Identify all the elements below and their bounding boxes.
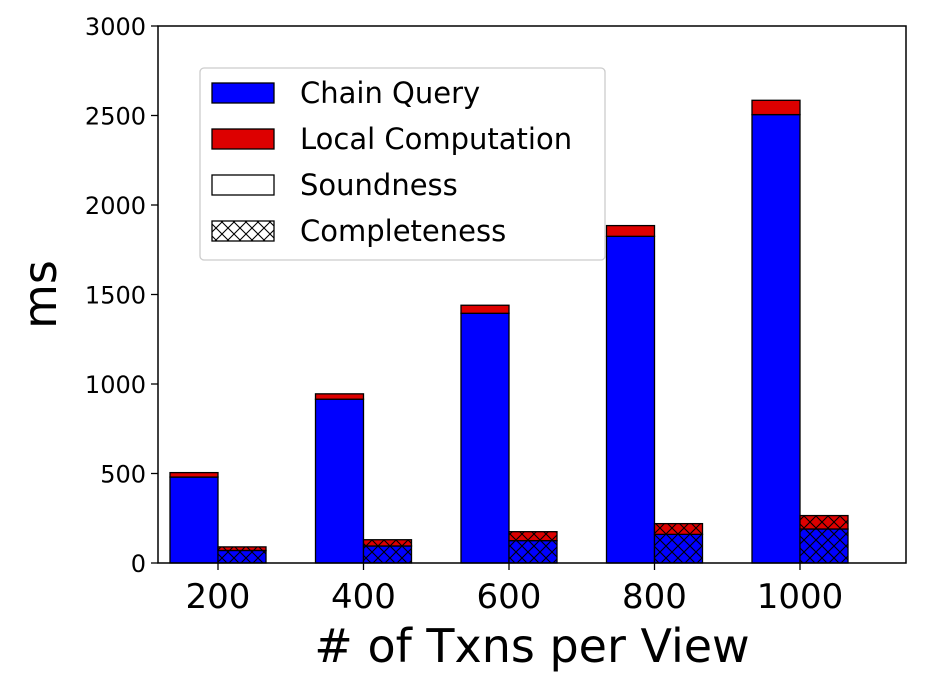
bar-hatch-completeness-600 [509,540,557,563]
legend-label-soundness: Soundness [300,168,458,202]
y-tick-label-500: 500 [100,461,146,489]
bar-soundness-chain-query-800 [605,235,656,564]
x-tick-label-1000: 1000 [757,577,844,617]
y-axis: 0 500 1000 1500 2000 2500 3000 [85,13,158,578]
y-tick-label-0: 0 [131,550,146,578]
bar-soundness-chain-query-1000 [751,113,801,564]
bar-hatch-completeness-1000 [800,528,848,563]
legend-swatch-chain-query [211,82,275,104]
x-tick-label-600: 600 [477,577,542,617]
bar-hatch-completeness-800 [654,534,703,563]
x-tick-label-200: 200 [186,577,251,617]
bar-soundness-local-computation-800 [605,224,656,237]
bar-hatch-completeness-400 [363,545,412,563]
bar-soundness-local-computation-400 [314,393,365,400]
bar-hatch-completeness-800 [654,523,703,535]
x-axis: 200 400 600 800 1000 [186,563,844,617]
y-tick-label-2000: 2000 [85,192,146,220]
bar-hatch-completeness-600 [509,531,557,541]
bar-soundness-local-computation-600 [460,304,510,314]
legend-hatch-completeness [212,221,274,241]
bar-soundness-local-computation-200 [169,471,219,478]
x-axis-label: # of Txns per View [314,619,749,673]
x-tick-label-400: 400 [331,577,396,617]
y-tick-label-1500: 1500 [85,282,146,310]
bar-soundness-chain-query-600 [460,312,510,564]
y-tick-label-3000: 3000 [85,13,146,41]
legend-box [199,67,606,261]
legend-label-local-computation: Local Computation [300,122,572,156]
legend-swatch-soundness [211,174,275,196]
legend: Chain Query Local Computation Soundness Com… [199,67,606,261]
bar-hatch-completeness-1000 [800,515,848,529]
bar-soundness-local-computation-1000 [751,99,801,116]
bar-soundness-chain-query-200 [169,476,219,564]
bar-hatch-completeness-200 [218,546,266,551]
y-tick-label-2500: 2500 [85,103,146,131]
bar-hatch-completeness-400 [363,539,412,546]
legend-label-chain-query: Chain Query [300,76,480,110]
y-axis-label: ms [13,260,67,329]
y-tick-label-1000: 1000 [85,371,146,399]
bar-soundness-chain-query-400 [314,398,365,564]
legend-label-completeness: Completeness [300,214,506,248]
x-tick-label-800: 800 [622,577,687,617]
bar-hatch-completeness-200 [218,550,266,563]
legend-swatch-local-computation [211,128,275,150]
bars-layer [169,99,849,564]
